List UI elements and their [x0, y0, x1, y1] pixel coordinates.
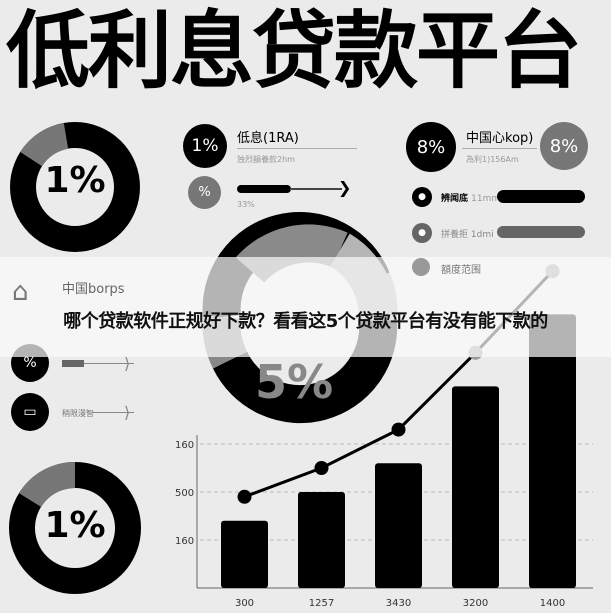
rate-badge-gray: 8%: [540, 122, 588, 170]
arrow-icon: ⟩: [124, 354, 131, 373]
y-tick-label: 500: [175, 488, 194, 499]
arrow-icon: ❯: [338, 178, 352, 197]
trend-point: [237, 489, 252, 504]
bar: [529, 314, 576, 588]
row-bar: [497, 226, 585, 238]
banner-text: 哪个贷款软件正规好下款？看看这5个贷款平台有没有能下款的: [63, 311, 548, 332]
house-icon: ⌂: [12, 277, 29, 307]
trend-point: [391, 422, 406, 437]
x-tick-label: 3430: [386, 598, 411, 609]
y-tick-label: 160: [175, 440, 194, 451]
y-tick-label: 160: [175, 536, 194, 547]
progress-bar: [237, 185, 291, 193]
divider: [462, 148, 537, 149]
trend-point: [314, 461, 329, 475]
bar: [452, 386, 499, 588]
mini-bar: [62, 360, 84, 367]
right-label: 中国心kop): [466, 131, 534, 146]
rate-badge: 1%: [183, 124, 227, 168]
monitor-icon: ▭: [11, 393, 49, 431]
row-label: 拼養拒 1dmi: [441, 230, 494, 240]
arrow-line: [290, 188, 342, 190]
page-title: 低利息贷款平台: [6, 2, 582, 100]
banner: [0, 257, 611, 357]
rate-sub: 独烈韻養款2hm: [237, 155, 295, 164]
x-tick-label: 3200: [463, 598, 488, 609]
bar: [221, 520, 268, 588]
bar: [375, 463, 422, 588]
x-tick-label: 1400: [540, 598, 565, 609]
arrow-icon: ⟩: [124, 403, 131, 422]
user-icon: ●: [412, 187, 432, 207]
progress-label: 33%: [237, 200, 255, 209]
center-donut-label: 5%: [255, 355, 334, 409]
rate-label: 低息(1RA): [237, 131, 299, 146]
arrow-line: [92, 412, 134, 413]
arrow-line: [84, 363, 134, 364]
bottom-donut-label: 1%: [44, 505, 106, 546]
info-icon: ●: [412, 223, 432, 243]
percent-badge: %: [188, 176, 221, 209]
row-bar: [497, 190, 585, 203]
rate-badge-right: 8%: [406, 122, 456, 172]
divider: [237, 148, 357, 149]
mid-row-label: 稍限漫智: [62, 409, 94, 418]
right-sub: 為利1)156Am: [466, 155, 519, 164]
x-tick-label: 300: [235, 598, 254, 609]
row-label: 辨闻底 11mm: [441, 194, 501, 204]
bottom-donut: [9, 462, 141, 594]
dot-icon: [412, 258, 430, 276]
bar: [298, 492, 345, 588]
top-donut: [10, 122, 140, 252]
mid-label: 中国borps: [62, 282, 125, 297]
top-donut-label: 1%: [44, 160, 106, 201]
row-label: 額度范围: [441, 265, 481, 276]
x-tick-label: 1257: [309, 598, 334, 609]
